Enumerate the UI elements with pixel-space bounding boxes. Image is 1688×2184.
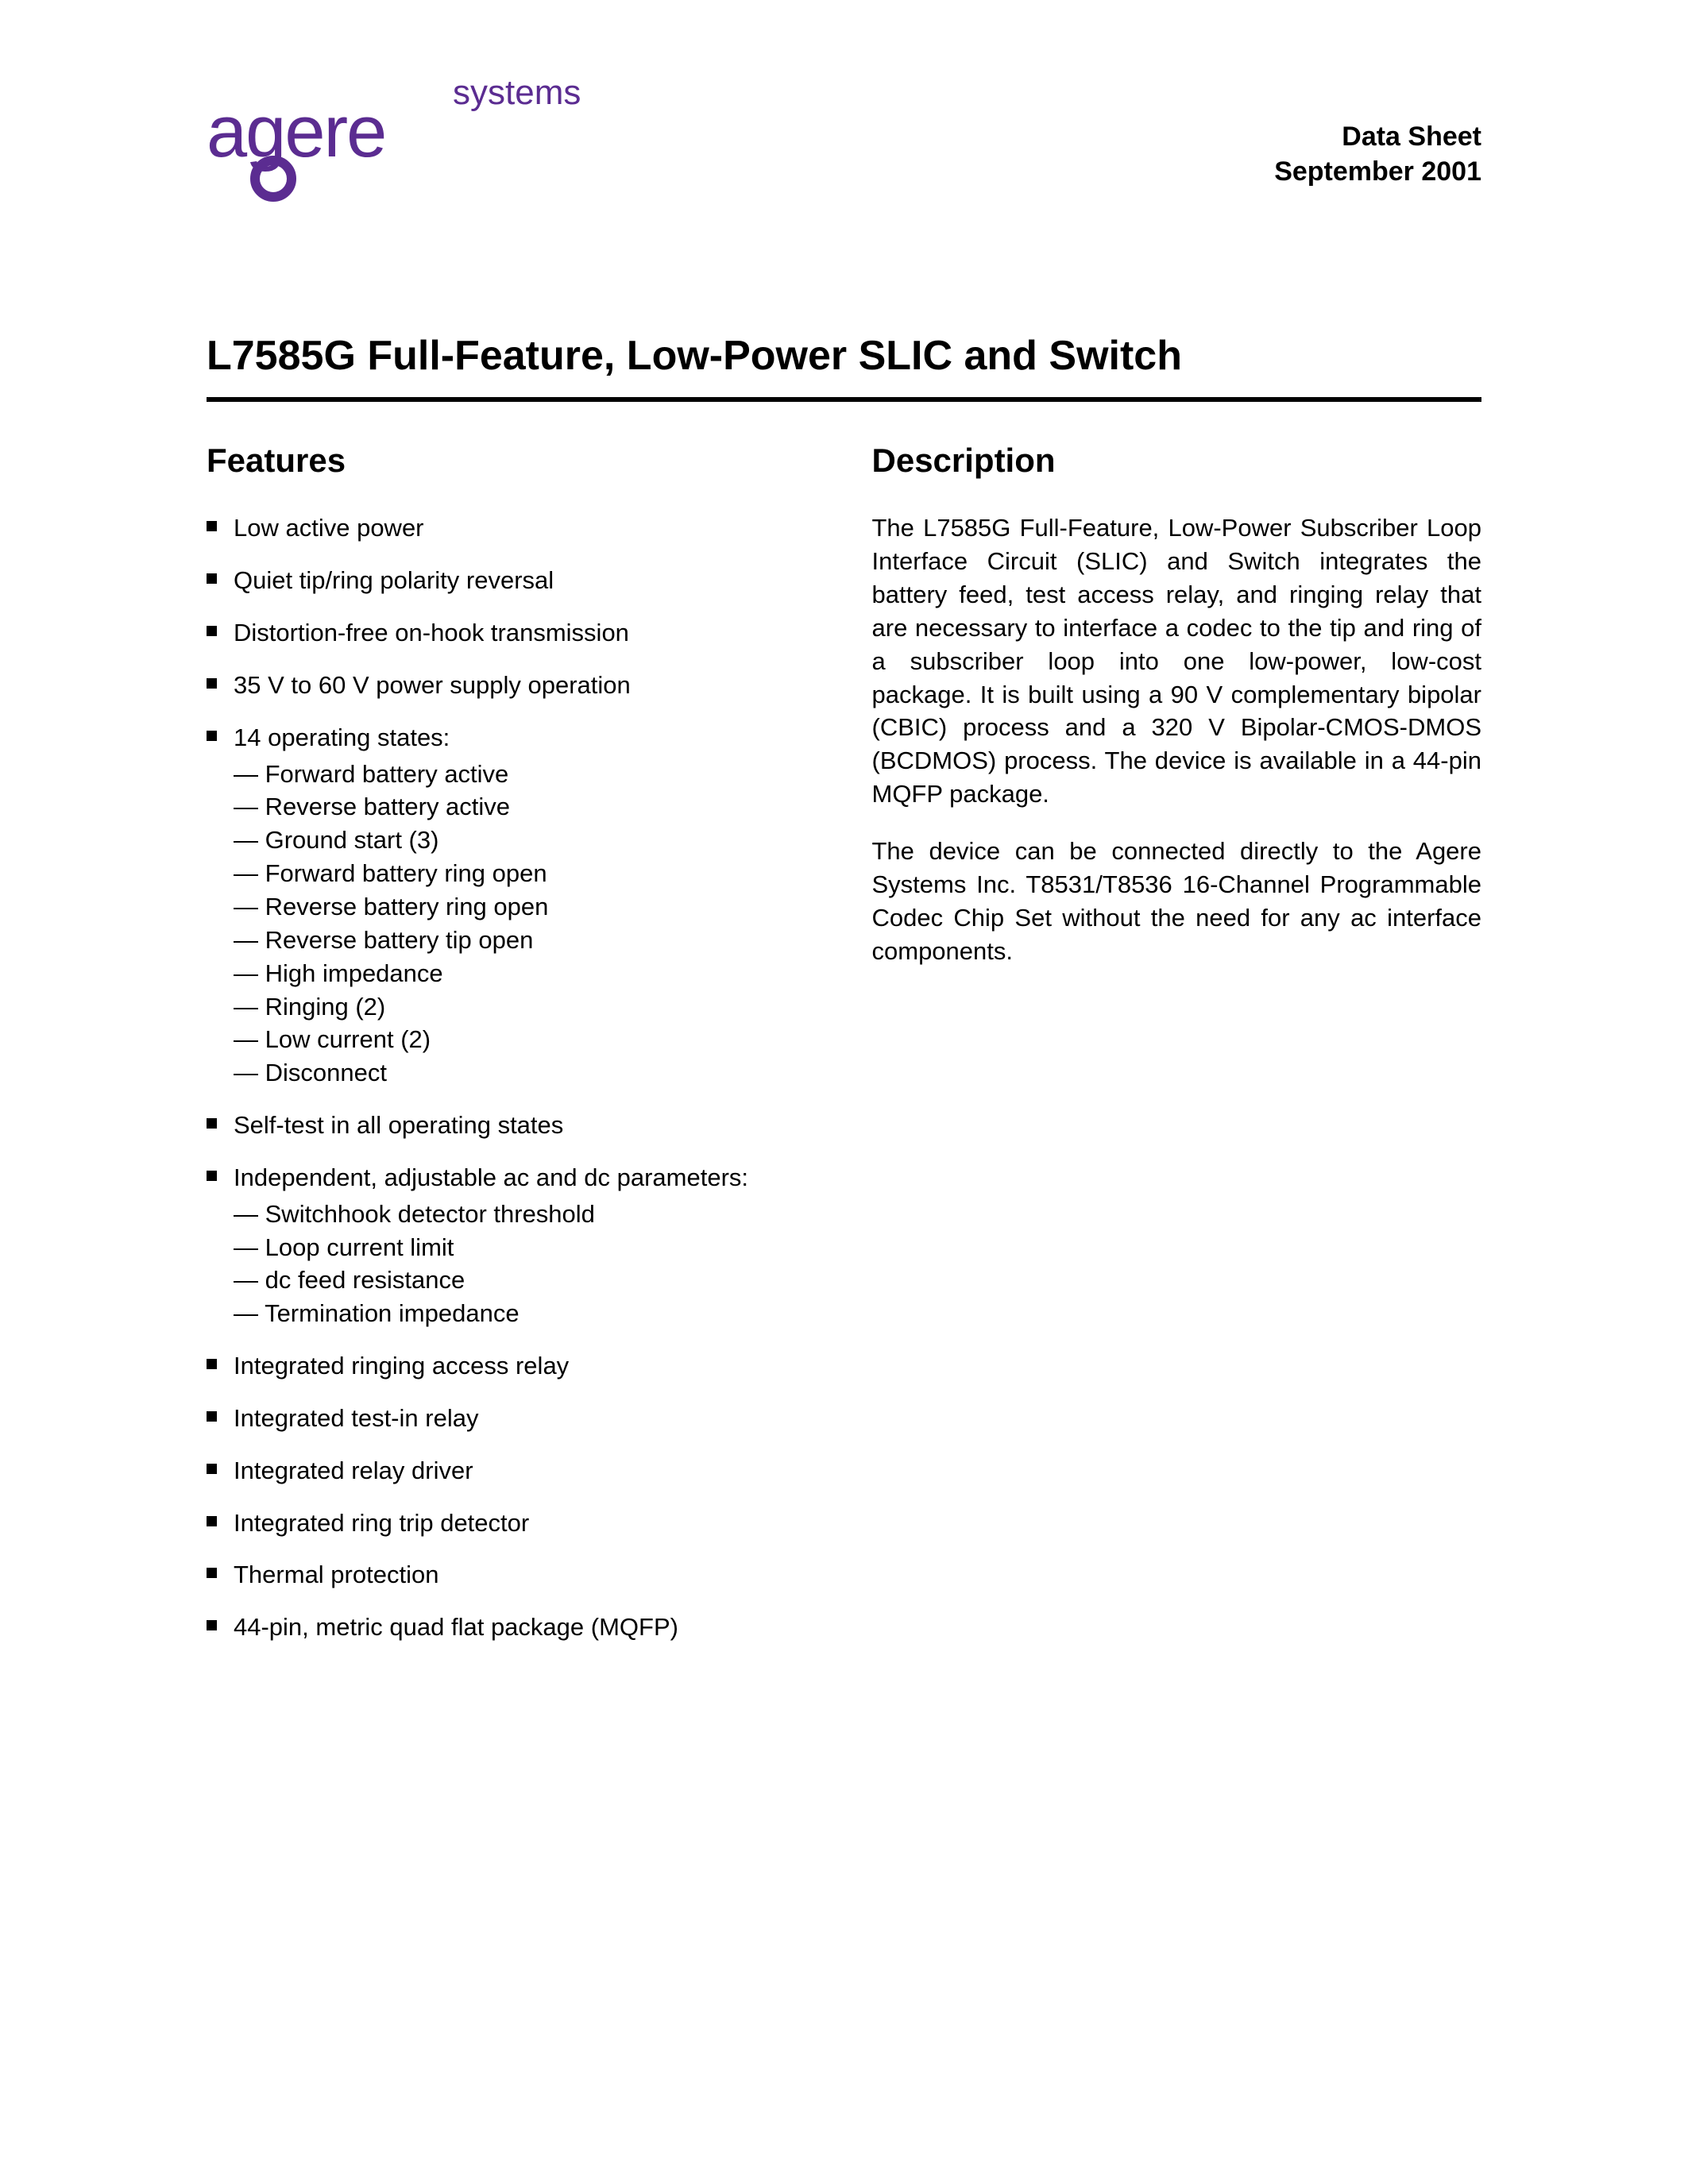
feature-subitem: Ringing (2) — [234, 990, 817, 1024]
feature-text: Low active power — [234, 514, 424, 542]
feature-item: Low active power — [207, 511, 817, 545]
feature-subitem: dc feed resistance — [234, 1264, 817, 1297]
feature-text: Integrated ringing access relay — [234, 1352, 569, 1379]
feature-sublist: Forward battery activeReverse battery ac… — [234, 758, 817, 1090]
feature-subitem: Reverse battery ring open — [234, 890, 817, 924]
feature-text: Integrated relay driver — [234, 1457, 473, 1484]
feature-subitem: Disconnect — [234, 1056, 817, 1090]
features-list: Low active power Quiet tip/ring polarity … — [207, 511, 817, 1644]
feature-text: 44-pin, metric quad flat package (MQFP) — [234, 1613, 678, 1641]
feature-item: Independent, adjustable ac and dc parame… — [207, 1161, 817, 1330]
feature-subitem: Reverse battery active — [234, 790, 817, 824]
feature-subitem: High impedance — [234, 957, 817, 990]
feature-text: Self-test in all operating states — [234, 1111, 563, 1139]
feature-item: Quiet tip/ring polarity reversal — [207, 564, 817, 597]
feature-subitem: Low current (2) — [234, 1023, 817, 1056]
description-paragraph: The L7585G Full-Feature, Low-Power Subsc… — [872, 511, 1482, 811]
document-date: September 2001 — [1274, 154, 1481, 189]
feature-item: Self-test in all operating states — [207, 1109, 817, 1142]
feature-text: Independent, adjustable ac and dc parame… — [234, 1163, 748, 1191]
feature-item: 35 V to 60 V power supply operation — [207, 669, 817, 702]
feature-item: Integrated ring trip detector — [207, 1507, 817, 1540]
feature-item: Integrated test-in relay — [207, 1402, 817, 1435]
feature-subitem: Switchhook detector threshold — [234, 1198, 817, 1231]
feature-subitem: Termination impedance — [234, 1297, 817, 1330]
description-body: The L7585G Full-Feature, Low-Power Subsc… — [872, 511, 1482, 967]
feature-text: Integrated test-in relay — [234, 1404, 478, 1432]
feature-text: Quiet tip/ring polarity reversal — [234, 566, 554, 594]
logo-superscript: systems — [453, 73, 581, 113]
feature-text: Distortion-free on-hook transmission — [234, 619, 629, 646]
logo-wordmark: agere — [207, 95, 385, 168]
description-column: Description The L7585G Full-Feature, Low… — [872, 442, 1482, 1663]
page-header: agere systems Data Sheet September 2001 — [207, 95, 1481, 189]
feature-item: 44-pin, metric quad flat package (MQFP) — [207, 1611, 817, 1644]
features-heading: Features — [207, 442, 817, 480]
description-paragraph: The device can be connected directly to … — [872, 835, 1482, 967]
feature-item: 14 operating states: Forward battery acti… — [207, 721, 817, 1090]
feature-text: Integrated ring trip detector — [234, 1509, 529, 1537]
feature-item: Integrated ringing access relay — [207, 1349, 817, 1383]
feature-item: Integrated relay driver — [207, 1454, 817, 1488]
features-column: Features Low active power Quiet tip/ring … — [207, 442, 817, 1663]
logo-ring-icon — [250, 156, 296, 202]
document-meta: Data Sheet September 2001 — [1274, 119, 1481, 189]
feature-subitem: Reverse battery tip open — [234, 924, 817, 957]
feature-text: 14 operating states: — [234, 723, 450, 751]
feature-subitem: Forward battery active — [234, 758, 817, 791]
feature-subitem: Ground start (3) — [234, 824, 817, 857]
title-divider — [207, 397, 1481, 402]
feature-subitem: Forward battery ring open — [234, 857, 817, 890]
content-columns: Features Low active power Quiet tip/ring … — [207, 442, 1481, 1663]
feature-text: Thermal protection — [234, 1561, 438, 1588]
feature-item: Thermal protection — [207, 1558, 817, 1592]
feature-sublist: Switchhook detector thresholdLoop curren… — [234, 1198, 817, 1330]
document-type: Data Sheet — [1274, 119, 1481, 154]
feature-text: 35 V to 60 V power supply operation — [234, 671, 631, 699]
company-logo: agere systems — [207, 95, 385, 168]
feature-subitem: Loop current limit — [234, 1231, 817, 1264]
description-heading: Description — [872, 442, 1482, 480]
page-title: L7585G Full-Feature, Low-Power SLIC and … — [207, 332, 1481, 380]
feature-item: Distortion-free on-hook transmission — [207, 616, 817, 650]
